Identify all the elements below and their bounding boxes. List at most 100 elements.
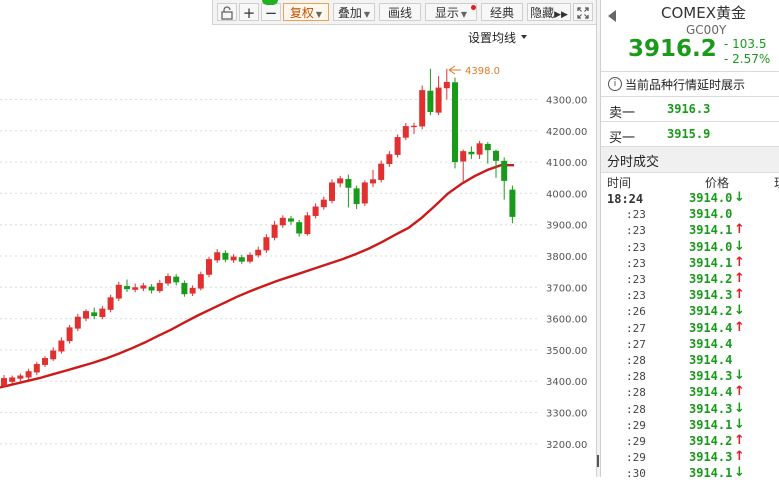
candle xyxy=(214,249,221,263)
trade-price: 3914.2 xyxy=(689,272,733,286)
candle xyxy=(9,375,16,384)
candle xyxy=(370,169,376,188)
fuquan-label: 复权 xyxy=(289,6,314,20)
candle xyxy=(25,368,32,380)
trades-title: 分时成交 xyxy=(607,155,660,170)
trade-price: 3914.2 xyxy=(689,304,733,319)
trade-time: :29 xyxy=(626,435,646,448)
candle xyxy=(173,274,180,286)
jingdian-button[interactable]: 经典 xyxy=(481,3,523,21)
trade-price: 3914.3 xyxy=(689,450,733,465)
trade-row: :26 3914.2 ↓ xyxy=(601,303,779,320)
candle xyxy=(296,220,303,237)
minus-icon: − xyxy=(264,4,278,22)
trade-time: :23 xyxy=(626,240,646,254)
trade-time: :23 xyxy=(626,256,646,270)
trade-row: :23 3914.0 ↓ xyxy=(601,238,779,256)
y-tick-label: 4100.00 xyxy=(546,158,587,169)
arrow-down-icon: ↓ xyxy=(734,190,745,205)
y-tick-label: 3700.00 xyxy=(546,283,587,294)
instrument-code: GC00Y xyxy=(686,23,727,37)
lock-button[interactable] xyxy=(217,3,237,21)
candle xyxy=(386,151,393,167)
trade-row: :27 3914.4 ↑ xyxy=(601,320,779,337)
trade-price: 3914.1 xyxy=(689,223,733,238)
candle xyxy=(58,337,65,354)
candle xyxy=(320,196,327,210)
trade-time: :27 xyxy=(626,321,646,335)
trade-row: :29 3914.2 ↑ xyxy=(601,433,779,450)
candle xyxy=(33,361,40,375)
trade-time: :28 xyxy=(626,386,646,400)
arrow-down-icon: ↓ xyxy=(734,465,745,481)
arrow-down-icon: ↓ xyxy=(734,238,745,254)
fullscreen-button[interactable] xyxy=(573,3,593,21)
trade-price: 3914.0 xyxy=(689,207,733,222)
fuquan-button[interactable]: 复权 ▼ xyxy=(283,3,329,21)
candle xyxy=(74,313,81,332)
trade-row: :23 3914.1 ↑ xyxy=(601,222,779,239)
kline-chart[interactable]: 4300.00 4200.00 4100.00 4000.00 3900.00 3800.… xyxy=(0,24,596,477)
trade-time: :26 xyxy=(626,305,646,319)
candle xyxy=(484,142,491,164)
trade-row: :29 3914.1 ↓ xyxy=(601,416,779,434)
ma-setting-button[interactable]: 设置均线 xyxy=(468,31,527,45)
info-icon: i xyxy=(608,77,622,91)
quote-panel: COMEX黄金 GC00Y 3916.2 - 103.5 - 2.57% i 当… xyxy=(601,0,779,481)
trade-time: :30 xyxy=(626,467,646,481)
high-label: 4398.0 xyxy=(465,66,500,77)
y-tick-label: 3800.00 xyxy=(546,252,587,263)
candle xyxy=(156,279,163,293)
buy-one-label: 买一 xyxy=(609,131,636,146)
back-button[interactable] xyxy=(607,8,619,24)
candle xyxy=(83,309,89,322)
candle xyxy=(493,149,499,178)
trade-row: :28 3914.4 ↑ xyxy=(601,384,779,401)
arrow-up-icon: ↑ xyxy=(734,449,745,465)
notification-dot xyxy=(471,5,476,10)
collapse-handle-icon[interactable] xyxy=(597,455,602,467)
trade-time: :23 xyxy=(626,224,646,238)
candle xyxy=(345,174,352,208)
ma-setting-label: 设置均线 xyxy=(468,31,516,45)
yincang-button[interactable]: 隐藏▶▶ xyxy=(527,3,571,21)
candle xyxy=(378,160,385,183)
diejia-button[interactable]: 叠加 ▼ xyxy=(333,3,375,21)
candle xyxy=(140,282,147,292)
huaxian-button[interactable]: 画线 xyxy=(379,3,421,21)
candle xyxy=(247,252,253,264)
chevron-down-icon: ▼ xyxy=(460,10,468,19)
trade-price: 3914.4 xyxy=(689,353,733,367)
trade-price: 3914.1 xyxy=(689,417,733,432)
candle xyxy=(148,284,155,294)
y-tick-label: 3400.00 xyxy=(546,377,587,388)
arrow-up-icon: ↑ xyxy=(734,222,745,238)
arrow-up-icon: ↑ xyxy=(734,384,745,400)
zoom-in-button[interactable]: + xyxy=(239,3,259,22)
arrow-down-icon: ↓ xyxy=(734,416,745,432)
panel-divider[interactable] xyxy=(596,0,601,477)
trade-price: 3914.4 xyxy=(689,385,733,400)
trade-price: 3914.0 xyxy=(689,239,733,254)
y-tick-label: 3600.00 xyxy=(546,315,587,326)
xianshi-button[interactable]: 显示 ▼ xyxy=(425,3,477,21)
trade-row: :23 3914.2 ↑ xyxy=(601,271,779,288)
last-price: 3916.2 xyxy=(628,36,717,62)
candle xyxy=(419,85,426,130)
trade-time: 18:24 xyxy=(607,192,644,206)
arrow-up-icon: ↑ xyxy=(734,254,745,270)
col-time: 时间 xyxy=(607,176,632,190)
zoom-out-button[interactable]: − xyxy=(261,3,281,22)
y-tick-label: 4200.00 xyxy=(546,127,587,138)
trades-header: 分时成交 xyxy=(601,147,779,173)
candle xyxy=(501,157,508,200)
trade-time: :28 xyxy=(626,354,646,367)
candle xyxy=(468,146,475,159)
trade-row: :29 3914.3 ↑ xyxy=(601,449,779,466)
col-volume: 现 xyxy=(774,174,779,191)
trade-time: :28 xyxy=(626,370,646,384)
trade-row: :23 3914.0 xyxy=(601,207,779,223)
trade-row: 18:24 3914.0 ↓ xyxy=(601,190,779,207)
candle xyxy=(66,324,73,344)
candle xyxy=(50,347,57,361)
